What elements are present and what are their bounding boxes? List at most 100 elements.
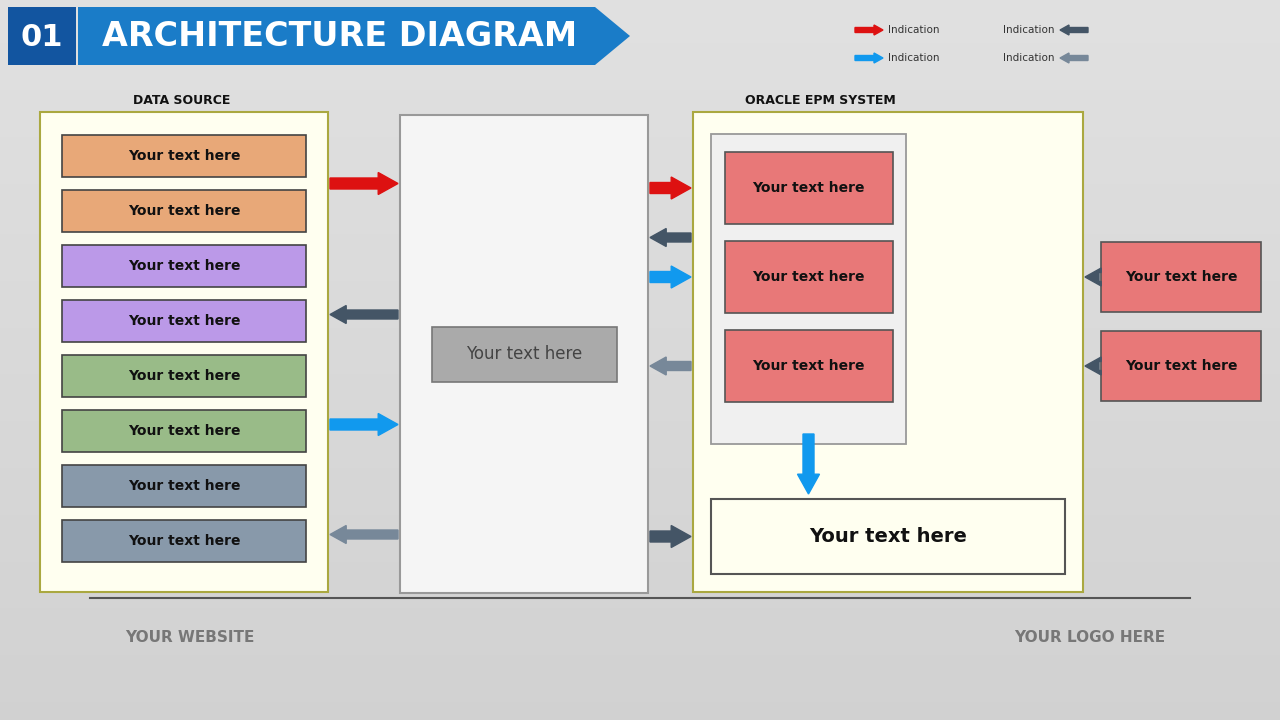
Bar (0, 331, 1280, 335)
Bar (0, 482, 1280, 486)
Bar (0, 680, 1280, 684)
Bar (0, 191, 1280, 194)
Bar (61, 190, 306, 232)
Bar (0, 342, 1280, 346)
Bar (0, 194, 1280, 198)
Bar (0, 400, 1280, 403)
Bar (0, 104, 1280, 108)
Bar (0, 68, 1280, 72)
Bar (0, 346, 1280, 349)
Bar (0, 637, 1280, 641)
Bar (0, 698, 1280, 702)
Bar (0, 716, 1280, 720)
Bar (0, 436, 1280, 439)
Bar (0, 274, 1280, 277)
Bar (0, 65, 1280, 68)
Bar (0, 29, 1280, 32)
Bar (0, 414, 1280, 418)
FancyArrow shape (650, 228, 691, 246)
Bar (0, 32, 1280, 36)
Bar (0, 706, 1280, 709)
Bar (0, 14, 1280, 18)
Bar (0, 292, 1280, 295)
Bar (0, 662, 1280, 666)
Bar (0, 691, 1280, 695)
Bar (0, 317, 1280, 320)
Bar (0, 256, 1280, 259)
Bar (0, 137, 1280, 140)
Bar (0, 277, 1280, 281)
Bar (0, 410, 1280, 414)
Bar (0, 623, 1280, 626)
Bar (0, 133, 1280, 137)
FancyArrow shape (650, 357, 691, 375)
Bar (0, 511, 1280, 515)
Bar (0, 670, 1280, 673)
Bar (0, 169, 1280, 173)
Text: Your text here: Your text here (128, 369, 241, 383)
Bar (0, 108, 1280, 112)
Bar (0, 43, 1280, 47)
Bar (0, 371, 1280, 374)
Bar (0, 313, 1280, 317)
FancyArrow shape (650, 266, 691, 288)
Bar (0, 223, 1280, 227)
Bar (0, 374, 1280, 378)
Bar (61, 355, 306, 397)
Bar (8, 7, 76, 65)
Bar (0, 180, 1280, 184)
Bar (0, 248, 1280, 252)
Bar (0, 644, 1280, 648)
Bar (0, 421, 1280, 425)
Bar (0, 281, 1280, 284)
Bar (0, 299, 1280, 302)
Bar (0, 220, 1280, 223)
Text: Your text here: Your text here (128, 149, 241, 163)
Bar (692, 112, 1083, 592)
Bar (0, 140, 1280, 144)
Bar (0, 580, 1280, 583)
Bar (0, 547, 1280, 551)
Bar (0, 608, 1280, 612)
Bar (0, 245, 1280, 248)
FancyArrow shape (855, 25, 883, 35)
Bar (0, 385, 1280, 389)
Bar (0, 25, 1280, 29)
Bar (0, 263, 1280, 266)
Bar (0, 508, 1280, 511)
Bar (61, 135, 306, 177)
FancyArrow shape (330, 526, 398, 544)
Text: Indication: Indication (1004, 53, 1055, 63)
Bar (0, 227, 1280, 230)
Bar (0, 72, 1280, 76)
Bar (0, 454, 1280, 457)
Bar (0, 122, 1280, 126)
Bar (0, 702, 1280, 706)
Bar (0, 655, 1280, 659)
Bar (0, 648, 1280, 652)
Bar (0, 198, 1280, 202)
Bar (0, 558, 1280, 562)
Bar (0, 425, 1280, 428)
Bar (0, 158, 1280, 162)
Bar (0, 205, 1280, 209)
Bar (0, 472, 1280, 475)
Bar (0, 403, 1280, 407)
Text: Your text here: Your text here (809, 527, 966, 546)
Bar (0, 173, 1280, 176)
Text: Your text here: Your text here (753, 359, 865, 373)
Bar (0, 79, 1280, 83)
Text: 01: 01 (20, 24, 63, 53)
FancyArrow shape (330, 413, 398, 436)
Bar (0, 601, 1280, 605)
Bar (0, 259, 1280, 263)
Bar (0, 349, 1280, 353)
Bar (0, 432, 1280, 436)
Bar (0, 184, 1280, 187)
Bar (0, 554, 1280, 558)
Bar (0, 572, 1280, 576)
Bar (1101, 242, 1261, 312)
FancyArrow shape (797, 434, 819, 494)
Bar (0, 295, 1280, 299)
Bar (0, 544, 1280, 547)
